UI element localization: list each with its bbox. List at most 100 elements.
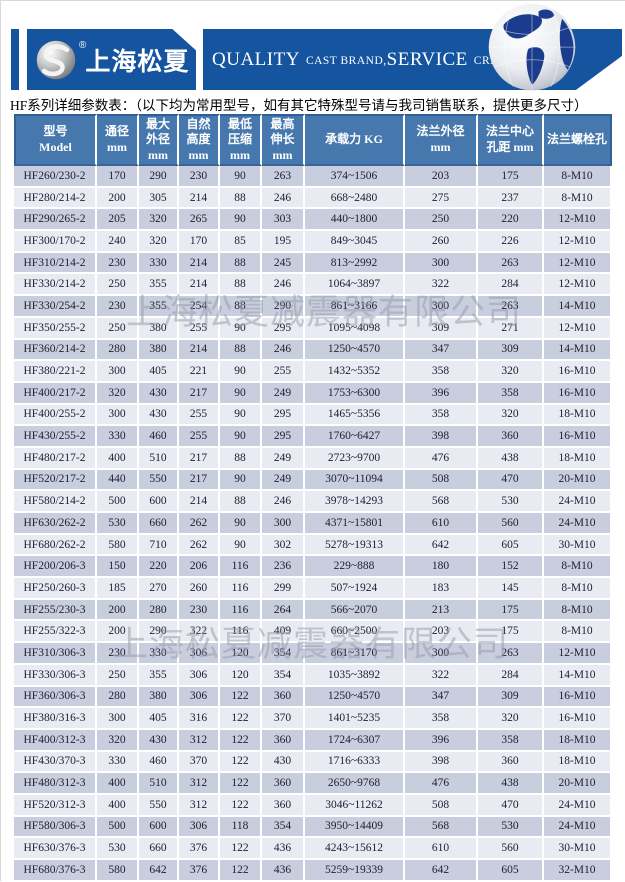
table-cell: 306: [179, 643, 220, 665]
table-cell: 240: [97, 231, 139, 253]
table-cell: 14-M10: [544, 664, 612, 687]
table-cell: HF580/306-3: [14, 816, 97, 839]
table-cell: 380: [139, 317, 179, 340]
table-cell: 8-M10: [544, 166, 612, 188]
table-cell: 376: [179, 838, 220, 860]
table-cell: 90: [220, 166, 262, 188]
table-cell: 12-M10: [544, 317, 612, 340]
table-cell: HF330/306-3: [14, 664, 97, 687]
table-cell: HF300/170-2: [14, 231, 97, 253]
table-cell: HF330/214-2: [14, 274, 97, 297]
table-cell: 214: [179, 274, 220, 297]
table-cell: 8-M10: [544, 621, 612, 644]
table-cell: 217: [179, 447, 220, 470]
col-header-load-capacity: 承载力 KG: [305, 114, 405, 166]
table-cell: 560: [478, 838, 544, 860]
table-cell: 1753~6300: [305, 382, 405, 405]
table-cell: 400: [97, 773, 139, 795]
table-cell: 214: [179, 252, 220, 275]
table-cell: 4371~15801: [305, 513, 405, 535]
table-cell: 500: [97, 816, 139, 839]
table-cell: 330: [139, 252, 179, 275]
table-cell: HF630/376-3: [14, 838, 97, 860]
table-cell: 3070~11094: [305, 469, 405, 492]
table-cell: 90: [220, 513, 262, 535]
table-cell: 300: [405, 296, 478, 318]
table-cell: 355: [139, 274, 179, 297]
table-cell: 1716~6333: [305, 751, 405, 774]
table-cell: 12-M10: [544, 274, 612, 297]
table-row: HF310/306-3 230 330 306 120 354 861~3170 300 263…: [14, 643, 612, 665]
table-cell: 122: [220, 794, 262, 817]
table-cell: 322: [405, 274, 478, 297]
table-cell: 354: [262, 643, 305, 665]
table-cell: HF400/312-3: [14, 729, 97, 752]
table-cell: 249: [262, 382, 305, 405]
registered-mark: ®: [79, 40, 87, 51]
table-cell: 246: [262, 491, 305, 513]
table-cell: 16-M10: [544, 686, 612, 709]
table-cell: 246: [262, 274, 305, 297]
table-cell: HF380/316-3: [14, 708, 97, 730]
table-cell: 175: [478, 621, 544, 644]
logo-box: ® 上海松夏: [27, 29, 196, 90]
table-cell: 306: [179, 686, 220, 709]
table-cell: 90: [220, 317, 262, 340]
table-cell: 290: [262, 296, 305, 318]
table-cell: 16-M10: [544, 426, 612, 448]
table-cell: 438: [478, 773, 544, 795]
table-row: HF250/260-3 185 270 260 116 299 507~1924 183 145…: [14, 578, 612, 600]
table-cell: 300: [405, 643, 478, 665]
col-header-natural-height: 自然 高度 mm: [179, 114, 220, 166]
table-cell: 374~1506: [305, 166, 405, 188]
table-cell: 849~3045: [305, 231, 405, 253]
table-cell: 220: [478, 209, 544, 232]
table-cell: 229~888: [305, 556, 405, 579]
table-cell: 290: [139, 621, 179, 644]
table-cell: 309: [478, 339, 544, 362]
table-cell: HF255/230-3: [14, 599, 97, 622]
col-header-min-compression: 最低 压缩 mm: [220, 114, 262, 166]
table-cell: 3978~14293: [305, 491, 405, 513]
table-cell: HF400/255-2: [14, 404, 97, 427]
table-cell: 1465~5356: [305, 404, 405, 427]
table-cell: 170: [97, 166, 139, 188]
table-cell: 1250~4570: [305, 339, 405, 362]
table-cell: 24-M10: [544, 794, 612, 817]
table-cell: HF310/214-2: [14, 252, 97, 275]
table-cell: 213: [405, 599, 478, 622]
brand-name: 上海松夏: [85, 47, 190, 76]
table-cell: 246: [262, 187, 305, 210]
table-cell: 660: [139, 838, 179, 860]
table-row: HF255/322-3 200 290 322 116 409 660~2500 203 175…: [14, 621, 612, 644]
table-cell: 262: [179, 534, 220, 557]
table-cell: 90: [220, 209, 262, 232]
table-cell: 255: [262, 361, 305, 383]
table-cell: 230: [97, 252, 139, 275]
table-row: HF430/255-2 330 460 255 90 295 1760~6427 398 360…: [14, 426, 612, 448]
table-cell: 255: [179, 404, 220, 427]
table-cell: 122: [220, 773, 262, 795]
table-cell: 255: [179, 317, 220, 340]
header-row: 型号 Model 通径 mm 最大 外径 mm 自然 高度 mm 最低 压缩 m…: [14, 114, 612, 166]
table-cell: 347: [405, 686, 478, 709]
table-cell: HF290/265-2: [14, 209, 97, 232]
table-cell: 24-M10: [544, 491, 612, 513]
col-header-flange-pitch: 法兰中心 孔距 mm: [478, 114, 544, 166]
table-cell: 206: [179, 556, 220, 579]
table-cell: 271: [478, 317, 544, 340]
table-cell: 120: [220, 643, 262, 665]
table-cell: 1035~3892: [305, 664, 405, 687]
table-cell: 214: [179, 491, 220, 513]
table-cell: 360: [262, 794, 305, 817]
table-row: HF330/254-2 230 355 254 88 290 861~3166 300 263 1…: [14, 296, 612, 318]
table-cell: 3950~14409: [305, 816, 405, 839]
table-cell: 460: [139, 426, 179, 448]
table-cell: 530: [478, 816, 544, 839]
table-cell: 376: [179, 860, 220, 882]
table-cell: 263: [478, 643, 544, 665]
table-cell: 1401~5235: [305, 708, 405, 730]
table-cell: 249: [262, 447, 305, 470]
table-row: HF680/376-3 580 642 376 122 436 5259~19339 642 6…: [14, 860, 612, 882]
